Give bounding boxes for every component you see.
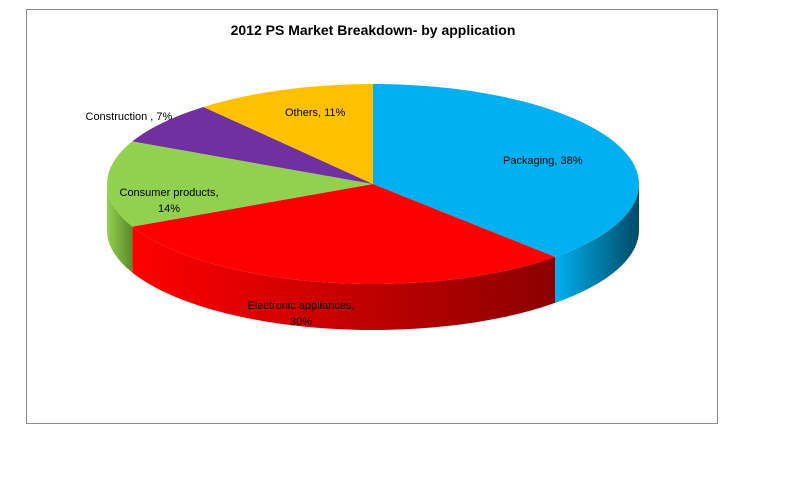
slice-packaging (373, 84, 640, 257)
data-label-packaging: Packaging, 38% (503, 153, 583, 169)
data-label-consumer-products: Consumer products, 14% (120, 185, 219, 217)
data-label-electronic-appliances: Electronic appliances, 30% (248, 298, 355, 330)
data-label-construction: Construction , 7% (86, 109, 173, 125)
data-label-line: Electronic appliances, (247, 300, 355, 312)
chart-area: 2012 PS Market Breakdown- by application… (26, 9, 718, 424)
data-label-line: 30% (289, 316, 313, 328)
slice-construction (132, 106, 373, 184)
data-label-line: Consumer products, (119, 187, 219, 199)
slice-side-electronic-appliances (132, 226, 556, 330)
slice-electronic-appliances (132, 184, 556, 284)
data-label-others: Others, 11% (285, 105, 345, 121)
slice-others (203, 84, 373, 184)
slice-consumer-products (107, 141, 373, 227)
data-label-line: Packaging, 38% (503, 155, 583, 167)
chart-title: 2012 PS Market Breakdown- by application (230, 22, 516, 38)
slice-side-consumer-products (107, 184, 133, 273)
slice-side-packaging (555, 184, 639, 303)
data-label-line: Others, 11% (285, 107, 346, 119)
data-label-line: 14% (158, 203, 181, 215)
data-label-line: Construction , 7% (85, 111, 173, 123)
pie-chart (107, 84, 640, 330)
